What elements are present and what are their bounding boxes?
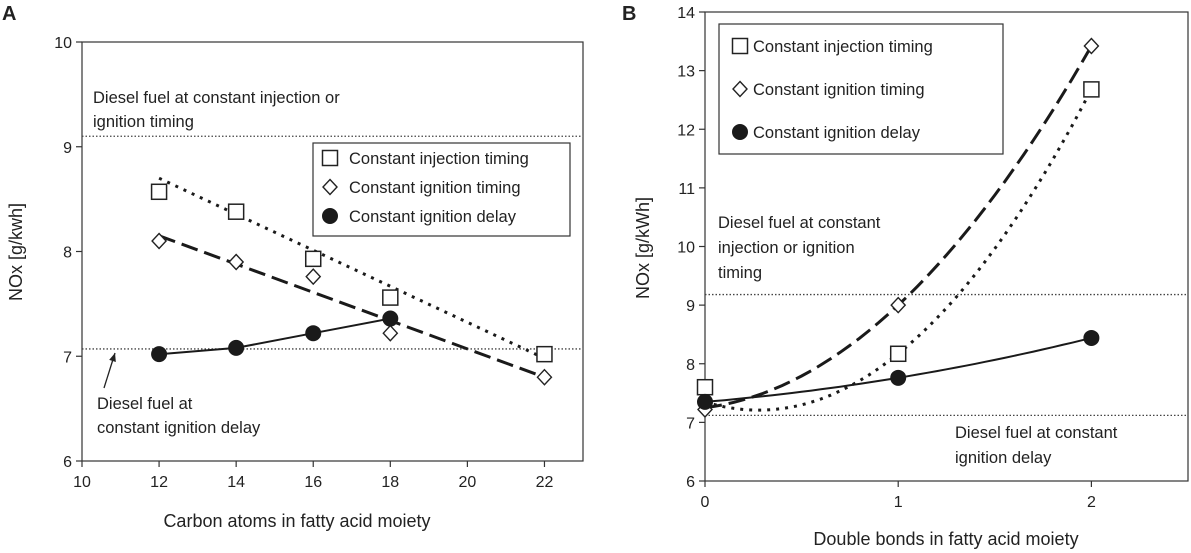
legend-label: Constant ignition delay [753, 124, 921, 142]
data-point-circle [1083, 329, 1100, 346]
y-tick-label: 6 [686, 474, 695, 491]
y-tick-label: 14 [677, 5, 695, 22]
data-point-square [889, 345, 907, 363]
x-tick-label: 0 [701, 494, 710, 511]
legend-marker [732, 124, 748, 140]
y-tick-label: 8 [686, 357, 695, 374]
arrow-head [109, 353, 116, 362]
y-tick-label: 12 [677, 122, 695, 139]
y-axis-label: NOx [g/kwh] [6, 203, 26, 301]
x-tick-label: 10 [73, 474, 91, 491]
data-point-diamond [382, 324, 399, 342]
legend-label: Constant injection timing [753, 38, 933, 56]
data-point-square [150, 183, 168, 201]
reference-label: ignition timing [93, 113, 194, 131]
x-tick-label: 22 [536, 474, 554, 491]
x-tick-label: 14 [227, 474, 245, 491]
legend-marker [322, 208, 338, 224]
reference-label: ignition delay [955, 449, 1052, 467]
x-axis-label: Double bonds in fatty acid moiety [813, 529, 1078, 549]
panel-letter: B [622, 3, 636, 25]
data-point-circle [305, 325, 322, 342]
legend-marker [322, 178, 338, 196]
legend-label: Constant ignition timing [349, 179, 521, 197]
y-tick-label: 10 [54, 35, 72, 52]
reference-label: Diesel fuel at constant [955, 424, 1118, 442]
legend-box [718, 23, 1004, 155]
reference-label: injection or ignition [718, 239, 855, 257]
y-tick-label: 6 [63, 454, 72, 471]
fit-line [158, 234, 545, 379]
data-point-diamond [228, 253, 245, 271]
legend-box [312, 142, 571, 237]
x-tick-label: 16 [304, 474, 322, 491]
x-tick-label: 20 [458, 474, 476, 491]
x-tick-label: 12 [150, 474, 168, 491]
y-tick-label: 13 [677, 64, 695, 81]
legend-marker [732, 80, 748, 98]
data-point-diamond [305, 268, 322, 286]
fit-line [159, 317, 391, 356]
legend-label: Constant injection timing [349, 150, 529, 168]
panel-letter: A [2, 3, 16, 25]
data-point-square [382, 289, 399, 306]
x-axis-label: Carbon atoms in fatty acid moiety [163, 511, 430, 531]
legend-label: Constant ignition delay [349, 208, 517, 226]
data-point-diamond [890, 296, 907, 314]
data-point-circle [151, 346, 168, 363]
reference-label: Diesel fuel at constant injection or [93, 89, 340, 107]
y-tick-label: 9 [63, 140, 72, 157]
legend-marker [731, 37, 749, 55]
y-tick-label: 9 [686, 298, 695, 315]
data-point-diamond [151, 232, 168, 250]
panel-a: A 6 7 8 9 10 10 12 14 16 18 20 22 Carbon atoms in fat… [2, 3, 584, 531]
y-tick-label: 8 [63, 245, 72, 262]
reference-label: Diesel fuel at [97, 395, 193, 413]
legend-label: Constant ignition timing [753, 81, 925, 99]
reference-label: timing [718, 264, 762, 282]
y-tick-label: 7 [63, 349, 72, 366]
y-tick-label: 11 [678, 181, 695, 198]
x-tick-label: 18 [381, 474, 399, 491]
y-axis-label: NOx [g/kWh] [633, 197, 653, 299]
data-point-circle [890, 369, 907, 386]
legend-marker [321, 149, 339, 167]
data-point-square [304, 250, 322, 268]
data-point-circle [228, 339, 245, 356]
data-point-diamond [1083, 37, 1100, 55]
data-point-circle [697, 393, 713, 410]
x-tick-label: 1 [894, 494, 903, 511]
x-tick-label: 2 [1087, 494, 1096, 511]
y-tick-label: 10 [677, 240, 695, 257]
data-point-square [227, 203, 245, 220]
data-point-square [696, 378, 714, 396]
data-point-diamond [536, 368, 553, 386]
reference-label: constant ignition delay [97, 419, 261, 437]
data-point-square [1083, 81, 1100, 98]
reference-label: Diesel fuel at constant [718, 214, 881, 232]
data-point-circle [382, 310, 399, 327]
data-point-square [536, 345, 553, 363]
y-tick-label: 7 [686, 415, 695, 432]
